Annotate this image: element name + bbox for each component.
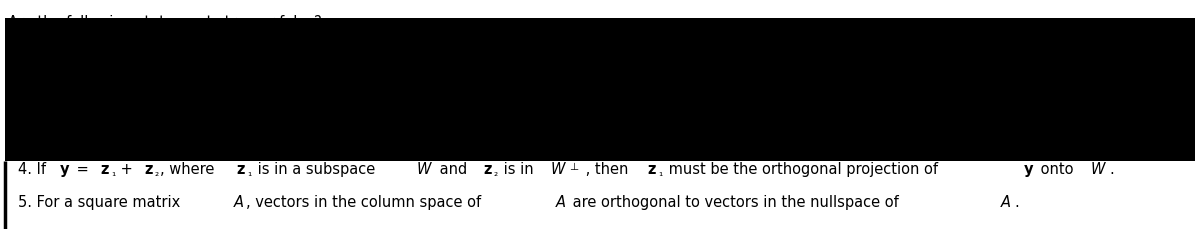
Text: are orthogonal to vectors in the nullspace of: are orthogonal to vectors in the nullspa… (569, 195, 904, 210)
Text: z: z (236, 162, 245, 177)
Bar (5, 18, 1195, 161)
Text: and: and (436, 162, 473, 177)
Text: , where: , where (161, 162, 220, 177)
Text: ₂: ₂ (494, 168, 498, 178)
Text: is in a subspace: is in a subspace (253, 162, 380, 177)
Text: y: y (1024, 162, 1033, 177)
Text: A: A (556, 195, 565, 210)
Text: Are the following statements true or false?: Are the following statements true or fal… (8, 15, 322, 30)
Text: must be the orthogonal projection of: must be the orthogonal projection of (664, 162, 943, 177)
Text: 4. If: 4. If (18, 162, 50, 177)
Text: ⊥: ⊥ (569, 162, 578, 172)
Text: , vectors in the column space of: , vectors in the column space of (246, 195, 486, 210)
Text: , then: , then (581, 162, 632, 177)
Text: onto: onto (1036, 162, 1078, 177)
Text: z: z (100, 162, 108, 177)
Text: +: + (116, 162, 138, 177)
Text: is in: is in (499, 162, 539, 177)
Text: W: W (1091, 162, 1105, 177)
Text: .: . (1014, 195, 1019, 210)
Text: ₁: ₁ (110, 168, 115, 178)
Text: ₂: ₂ (155, 168, 160, 178)
Text: .: . (1109, 162, 1114, 177)
Text: A: A (233, 195, 244, 210)
Text: z: z (484, 162, 492, 177)
Text: 5. For a square matrix: 5. For a square matrix (18, 195, 185, 210)
Text: ₁: ₁ (659, 168, 662, 178)
Text: A: A (1001, 195, 1012, 210)
Text: z: z (648, 162, 656, 177)
Text: z: z (144, 162, 152, 177)
Text: W: W (416, 162, 431, 177)
Text: y: y (60, 162, 70, 177)
Text: W: W (550, 162, 564, 177)
Text: ₁: ₁ (247, 168, 252, 178)
Text: =: = (72, 162, 94, 177)
